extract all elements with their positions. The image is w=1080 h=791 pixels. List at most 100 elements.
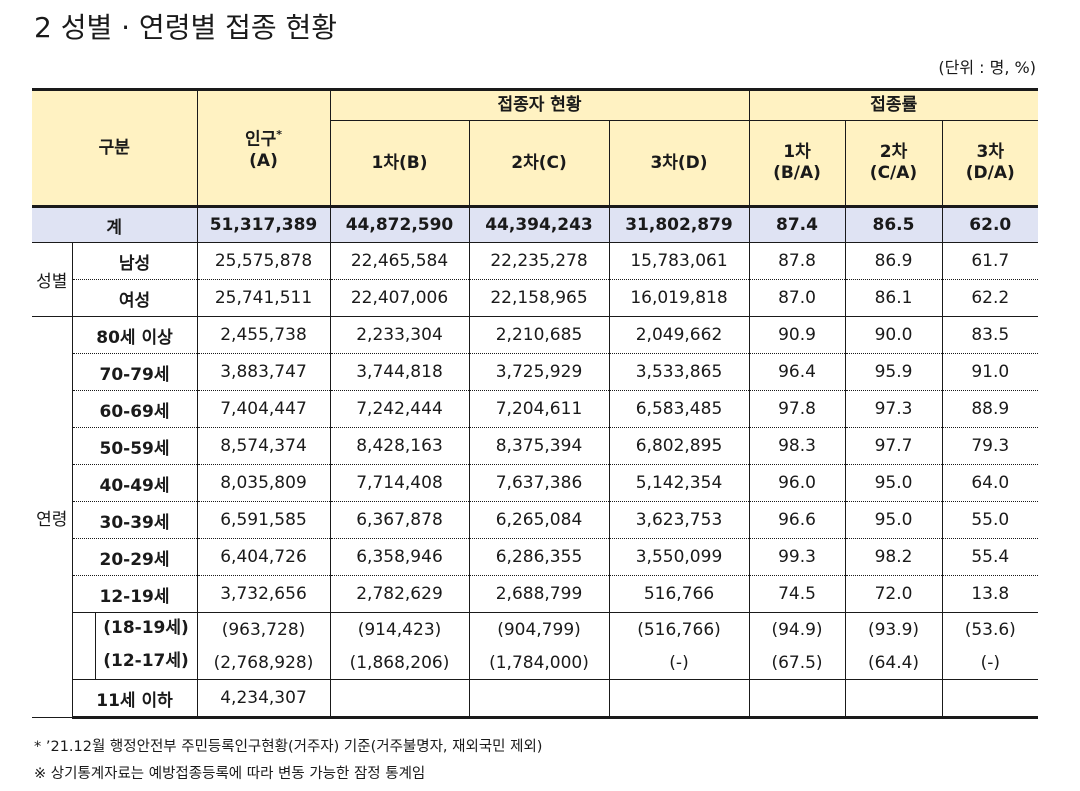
total-row: 계 51,317,389 44,872,590 44,394,243 31,80… xyxy=(32,205,1039,243)
cell: 31,802,879 xyxy=(608,205,749,243)
header-dose1: 1차(B) xyxy=(329,120,470,207)
cell: 86.5 xyxy=(844,205,942,243)
cell: 97.3 xyxy=(844,390,942,428)
header-population-mark: * xyxy=(276,128,283,142)
cell: 90.9 xyxy=(748,316,845,354)
cell: 22,465,584 xyxy=(329,242,469,280)
table-row: 12-19세 3,732,656 2,782,629 2,688,799 516… xyxy=(32,575,1039,613)
cell: 2,455,738 xyxy=(196,316,330,354)
footnote-2: ※ 상기통계자료는 예방접종등록에 따라 변동 가능한 잠정 통계임 xyxy=(34,766,426,782)
cell: 22,158,965 xyxy=(468,279,609,317)
cell: (-) xyxy=(608,646,749,680)
cell: 8,574,374 xyxy=(196,427,330,465)
cell: 6,358,946 xyxy=(329,538,469,576)
cell: (914,423) xyxy=(329,612,469,646)
header-rate2: 2차 (C/A) xyxy=(844,120,943,207)
sex-group-label: 성별 xyxy=(32,242,72,317)
header-category: 구분 xyxy=(32,88,198,207)
table-row: 연령 80세 이상 2,455,738 2,233,304 2,210,685 … xyxy=(32,316,1039,718)
row-label: 남성 xyxy=(71,242,197,280)
cell: 96.4 xyxy=(748,353,845,391)
page-title: 2 성별 · 연령별 접종 현황 xyxy=(34,11,338,44)
cell: 55.4 xyxy=(941,538,1039,576)
table-row: 50-59세 8,574,374 8,428,163 8,375,394 6,8… xyxy=(32,427,1039,465)
cell: (516,766) xyxy=(608,612,749,646)
cell: 7,714,408 xyxy=(329,464,469,502)
cell xyxy=(329,679,469,719)
cell: 91.0 xyxy=(941,353,1039,391)
cell: 2,782,629 xyxy=(329,575,469,613)
cell: 13.8 xyxy=(941,575,1039,613)
cell xyxy=(608,679,749,719)
cell: (64.4) xyxy=(844,646,942,680)
cell: 7,242,444 xyxy=(329,390,469,428)
cell: 8,375,394 xyxy=(468,427,609,465)
table-row: 70-79세 3,883,747 3,744,818 3,725,929 3,5… xyxy=(32,353,1039,391)
cell: 86.9 xyxy=(844,242,942,280)
cell: 22,407,006 xyxy=(329,279,469,317)
header-population: 인구* (A) xyxy=(196,88,331,207)
row-label: 여성 xyxy=(71,279,197,317)
row-label: 80세 이상 xyxy=(71,316,197,354)
cell: 44,872,590 xyxy=(329,205,469,243)
table-row: 40-49세 8,035,809 7,714,408 7,637,386 5,1… xyxy=(32,464,1039,502)
cell: 88.9 xyxy=(941,390,1039,428)
cell: 3,725,929 xyxy=(468,353,609,391)
row-label: 30-39세 xyxy=(71,501,197,539)
cell: 7,404,447 xyxy=(196,390,330,428)
cell: 79.3 xyxy=(941,427,1039,465)
cell: 7,637,386 xyxy=(468,464,609,502)
cell: 95.0 xyxy=(844,501,942,539)
cell: (1,868,206) xyxy=(329,646,469,680)
footnote-1: * ’21.12월 행정안전부 주민등록인구현황(거주자) 기준(거주불명자, … xyxy=(34,739,543,755)
header-rate-group: 접종률 xyxy=(748,88,1039,121)
header-rate1: 1차 (B/A) xyxy=(748,120,846,207)
unit-note: (단위 : 명, %) xyxy=(938,58,1036,77)
vaccination-table: 구분 인구* (A) 접종자 현황 접종률 1차(B) 2차(C) 3차(D) … xyxy=(32,88,1039,719)
cell: 86.1 xyxy=(844,279,942,317)
cell: 44,394,243 xyxy=(468,205,609,243)
cell: 2,688,799 xyxy=(468,575,609,613)
cell: 4,234,307 xyxy=(196,679,330,719)
row-label: 40-49세 xyxy=(71,464,197,502)
cell: 16,019,818 xyxy=(608,279,749,317)
cell: 15,783,061 xyxy=(608,242,749,280)
cell: 55.0 xyxy=(941,501,1039,539)
cell: 3,623,753 xyxy=(608,501,749,539)
cell xyxy=(468,679,609,719)
table-row: (18-19세) (963,728) (914,423) (904,799) (… xyxy=(32,612,1039,646)
sub-row-label-cell: (18-19세) xyxy=(71,612,197,646)
row-label: 70-79세 xyxy=(71,353,197,391)
cell xyxy=(748,679,845,719)
cell: (94.9) xyxy=(748,612,845,646)
cell: (93.9) xyxy=(844,612,942,646)
cell: 95.0 xyxy=(844,464,942,502)
cell: 51,317,389 xyxy=(196,205,330,243)
cell: 22,235,278 xyxy=(468,242,609,280)
cell: 87.4 xyxy=(748,205,845,243)
header-population-sub: (A) xyxy=(249,150,278,171)
header-rate3: 3차 (D/A) xyxy=(941,120,1039,207)
cell: 6,265,084 xyxy=(468,501,609,539)
cell: 8,428,163 xyxy=(329,427,469,465)
table-row: 여성 25,741,511 22,407,006 22,158,965 16,0… xyxy=(32,279,1039,317)
cell: 99.3 xyxy=(748,538,845,576)
row-label: 60-69세 xyxy=(71,390,197,428)
cell: 6,367,878 xyxy=(329,501,469,539)
row-label: (12-17세) xyxy=(103,651,189,671)
cell: (-) xyxy=(941,646,1039,680)
cell: 2,233,304 xyxy=(329,316,469,354)
cell: 74.5 xyxy=(748,575,845,613)
cell: 87.0 xyxy=(748,279,845,317)
cell: 95.9 xyxy=(844,353,942,391)
header-dose2: 2차(C) xyxy=(468,120,610,207)
cell: 7,204,611 xyxy=(468,390,609,428)
table-row: 30-39세 6,591,585 6,367,878 6,265,084 3,6… xyxy=(32,501,1039,539)
table-row: 11세 이하 4,234,307 xyxy=(32,679,1039,719)
cell: 2,210,685 xyxy=(468,316,609,354)
total-label: 계 xyxy=(32,205,197,243)
cell: 25,575,878 xyxy=(196,242,330,280)
cell: 90.0 xyxy=(844,316,942,354)
cell: (67.5) xyxy=(748,646,845,680)
table-row: 20-29세 6,404,726 6,358,946 6,286,355 3,5… xyxy=(32,538,1039,576)
